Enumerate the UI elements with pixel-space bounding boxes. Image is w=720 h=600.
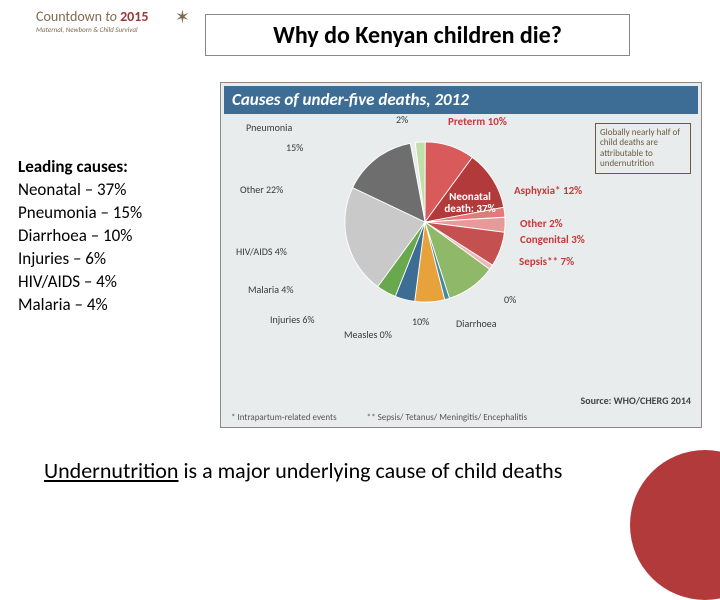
leading-item: HIV/AIDS – 4% xyxy=(18,271,208,294)
slice-label: Pneumonia xyxy=(246,121,292,134)
slice-label: 10% xyxy=(412,315,429,328)
neonatal-center-label: Neonatal death: 37% xyxy=(434,191,506,215)
slice-label: Other 22% xyxy=(240,183,283,196)
leading-item: Malaria – 4% xyxy=(18,294,208,317)
slice-label: Measles 0% xyxy=(344,328,392,341)
slice-label: 2% xyxy=(396,113,408,126)
slice-label: 15% xyxy=(286,141,303,154)
countdown-logo: Countdown to 2015 ✶ Maternal, Newborn & … xyxy=(36,8,196,53)
leading-header: Leading causes: xyxy=(18,156,208,179)
slice-label: Congenital 3% xyxy=(520,233,585,246)
chart-note-box: Globally nearly half of child deaths are… xyxy=(595,123,691,174)
leading-item: Diarrhoea – 10% xyxy=(18,225,208,248)
slice-label: Sepsis** 7% xyxy=(519,255,574,268)
slice-label: Asphyxia* 12% xyxy=(514,184,582,197)
leading-item: Neonatal – 37% xyxy=(18,179,208,202)
title-banner: Why do Kenyan children die? xyxy=(205,14,630,56)
leading-causes-list: Leading causes: Neonatal – 37% Pneumonia… xyxy=(18,156,208,317)
bottom-statement: Undernutrition is a major underlying cau… xyxy=(44,458,644,484)
slice-label: Diarrhoea xyxy=(456,317,497,330)
chart-panel: Causes of under-five deaths, 2012 Global… xyxy=(220,82,702,428)
slice-label: 0% xyxy=(504,293,516,306)
slice-label: Other 2% xyxy=(520,217,563,230)
slice-label: Preterm 10% xyxy=(448,115,507,128)
leading-item: Injuries – 6% xyxy=(18,248,208,271)
pie-chart: Neonatal death: 37% xyxy=(336,133,514,311)
slice-label: Injuries 6% xyxy=(270,313,315,326)
chart-title: Causes of under-five deaths, 2012 xyxy=(224,86,698,114)
slice-label: Malaria 4% xyxy=(248,283,293,296)
chart-source: Source: WHO/CHERG 2014 xyxy=(581,394,692,407)
slice-label: HIV/AIDS 4% xyxy=(236,245,287,258)
leading-item: Pneumonia – 15% xyxy=(18,202,208,225)
page-title: Why do Kenyan children die? xyxy=(273,21,562,50)
chart-footnotes: * Intrapartum-related events ** Sepsis/ … xyxy=(231,412,691,423)
